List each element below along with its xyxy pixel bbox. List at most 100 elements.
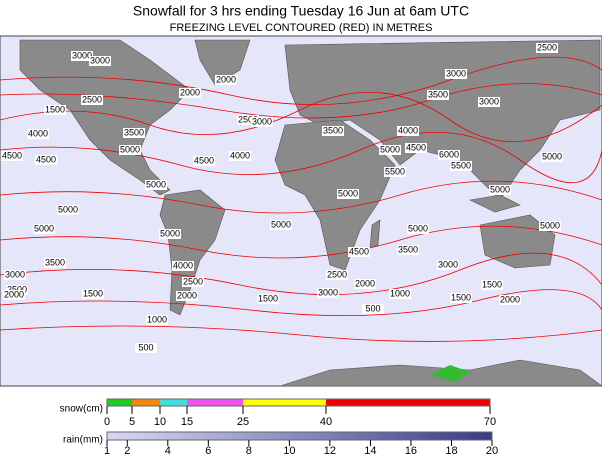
rain-tick-label: 8 — [246, 445, 252, 457]
contour-label-bg — [159, 229, 181, 239]
rain-tick-label: 20 — [486, 445, 498, 457]
contour-label: 3000 — [252, 116, 272, 126]
contour-label: 2500 — [238, 114, 258, 124]
contour-label: 1500 — [45, 104, 65, 114]
contour-label: 5000 — [120, 144, 140, 154]
contour-label: 5000 — [271, 219, 291, 229]
contour-label-bg — [257, 294, 279, 304]
rain-tick-label: 18 — [445, 445, 457, 457]
contour-label-bg — [405, 143, 427, 153]
contour-label-bg — [119, 145, 141, 155]
contour-label-bg — [539, 221, 561, 231]
contour-label-bg — [438, 150, 460, 160]
contour-label-bg — [354, 279, 376, 289]
contour-label-bg — [123, 128, 145, 138]
contour-label: 5500 — [451, 160, 471, 170]
rain-tick-label: 16 — [405, 445, 417, 457]
contour-label: 3500 — [124, 127, 144, 137]
rain-tick-label: 2 — [124, 445, 130, 457]
snow-tick-label: 70 — [484, 416, 496, 428]
contour-label-bg — [3, 290, 25, 300]
snow-tick-label: 10 — [154, 416, 166, 428]
subtitle: FREEZING LEVEL CONTOURED (RED) IN METRES — [170, 22, 433, 34]
snow-tick-label: 40 — [320, 416, 332, 428]
map-area — [0, 35, 602, 387]
contour-label-bg — [229, 151, 251, 161]
contour-label: 1000 — [147, 314, 167, 324]
contour-label-bg — [407, 224, 429, 234]
contour-label: 4500 — [194, 155, 214, 165]
snow-color-segment — [187, 399, 243, 406]
contour-label-bg — [389, 289, 411, 299]
contour-label-bg — [251, 117, 273, 127]
rain-bar — [106, 431, 493, 441]
contour-label-bg — [478, 97, 500, 107]
contour-label-bg — [1, 151, 23, 161]
contour-label: 5000 — [408, 223, 428, 233]
rain-tick-label: 1 — [104, 445, 110, 457]
contour-label: 4500 — [349, 246, 369, 256]
snow-color-segment — [160, 399, 187, 406]
contour-label: 5000 — [160, 228, 180, 238]
contour-label: 4000 — [28, 128, 48, 138]
contour-label: 5000 — [540, 220, 560, 230]
contour-label: 500 — [365, 303, 380, 313]
contour-label: 2500 — [537, 42, 557, 52]
contour-label: 5000 — [58, 204, 78, 214]
contour-label: 2000 — [355, 278, 375, 288]
snow-bar-frame — [106, 398, 491, 407]
contour-label-bg — [337, 189, 359, 199]
snow-label: snow(cm) — [60, 404, 103, 415]
contour-label: 2000 — [4, 289, 24, 299]
contour-label: 1500 — [83, 288, 103, 298]
contour-label-bg — [481, 280, 503, 290]
contour-label-bg — [397, 245, 419, 255]
contour-label: 4000 — [230, 150, 250, 160]
contour-label-bg — [237, 115, 259, 125]
contour-label-bg — [145, 180, 167, 190]
contour-label: 3000 — [438, 259, 458, 269]
rain-tick-label: 10 — [283, 445, 295, 457]
contour-label-bg — [489, 185, 511, 195]
contour-label: 1000 — [390, 288, 410, 298]
contour-label: 3500 — [323, 125, 343, 135]
contour-label: 4500 — [36, 154, 56, 164]
contour-label: 3500 — [45, 257, 65, 267]
contour-label: 5000 — [146, 179, 166, 189]
contour-label-bg — [81, 95, 103, 105]
contour-label: 2500 — [183, 276, 203, 286]
snow-color-segment — [326, 399, 490, 406]
contour-label: 5500 — [385, 166, 405, 176]
contour-label-bg — [348, 247, 370, 257]
contour-label: 4000 — [173, 260, 193, 270]
contour-label-bg — [179, 88, 201, 98]
contour-label-bg — [322, 126, 344, 136]
contour-label: 1500 — [258, 293, 278, 303]
contour-label: 5000 — [490, 184, 510, 194]
contour-label: 2500 — [82, 94, 102, 104]
contour-label: 4500 — [406, 142, 426, 152]
contour-label: 3000 — [479, 96, 499, 106]
contour-label-bg — [27, 129, 49, 139]
contour-label-bg — [384, 167, 406, 177]
contour-label: 6000 — [439, 149, 459, 159]
contour-label-bg — [71, 51, 93, 61]
contour-label-bg — [182, 277, 204, 287]
contour-label-bg — [172, 261, 194, 271]
contour-label-bg — [362, 304, 384, 314]
contour-label: 1500 — [482, 279, 502, 289]
contour-label-bg — [215, 75, 237, 85]
contour-label-bg — [4, 270, 26, 280]
title: Snowfall for 3 hrs ending Tuesday 16 Jun… — [133, 3, 469, 19]
contour-label: 2000 — [177, 290, 197, 300]
contour-label: 5000 — [338, 188, 358, 198]
contour-label: 3000 — [72, 50, 92, 60]
contour-label-bg — [176, 291, 198, 301]
contour-label: 3000 — [90, 55, 110, 65]
contour-label: 2500 — [7, 284, 27, 294]
rain-tick-label: 12 — [324, 445, 336, 457]
contour-label-bg — [445, 69, 467, 79]
contour-label: 3000 — [318, 287, 338, 297]
snow-color-segment — [243, 399, 326, 406]
contour-label-bg — [427, 90, 449, 100]
